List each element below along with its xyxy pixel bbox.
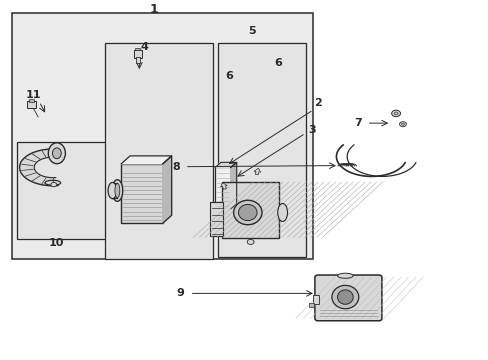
Ellipse shape [108,183,117,199]
Bar [27,101,36,108]
Circle shape [399,122,406,127]
Polygon shape [121,156,171,164]
FancyArrow shape [253,168,260,175]
Bar [136,57,140,63]
Ellipse shape [112,180,122,201]
Polygon shape [163,156,171,223]
Ellipse shape [238,204,257,221]
Circle shape [246,239,254,244]
Bar [222,182,278,238]
Text: 1: 1 [149,3,158,15]
Text: 6: 6 [224,71,232,81]
Text: 7: 7 [353,118,361,128]
Text: 4: 4 [140,42,148,52]
Polygon shape [230,162,236,209]
Ellipse shape [48,143,65,164]
Ellipse shape [277,203,287,221]
Bar [134,50,142,58]
Bar [215,167,230,209]
Text: 8: 8 [172,162,180,172]
Bar [105,43,212,259]
Bar [17,142,107,239]
Bar [12,13,312,259]
Ellipse shape [337,290,352,304]
Bar [210,202,223,236]
Bar [312,295,318,304]
Ellipse shape [52,148,61,159]
Ellipse shape [331,285,358,309]
Bar [308,303,313,307]
Text: 2: 2 [314,98,322,108]
Circle shape [51,183,57,187]
FancyBboxPatch shape [314,275,381,321]
Polygon shape [20,149,58,186]
Text: 10: 10 [48,238,64,248]
Text: 9: 9 [176,288,183,298]
Text: 6: 6 [273,58,281,68]
Polygon shape [215,162,236,167]
Circle shape [393,112,397,115]
Ellipse shape [233,200,262,225]
Text: 5: 5 [247,26,255,36]
Bar [29,99,34,102]
Circle shape [391,110,400,117]
Text: 11: 11 [25,90,41,100]
Bar [121,164,163,223]
FancyArrow shape [220,183,227,189]
Bar [135,48,140,50]
Circle shape [401,123,404,125]
Bar [217,43,305,257]
Text: 3: 3 [307,125,315,135]
Ellipse shape [337,273,352,278]
Ellipse shape [115,183,120,198]
